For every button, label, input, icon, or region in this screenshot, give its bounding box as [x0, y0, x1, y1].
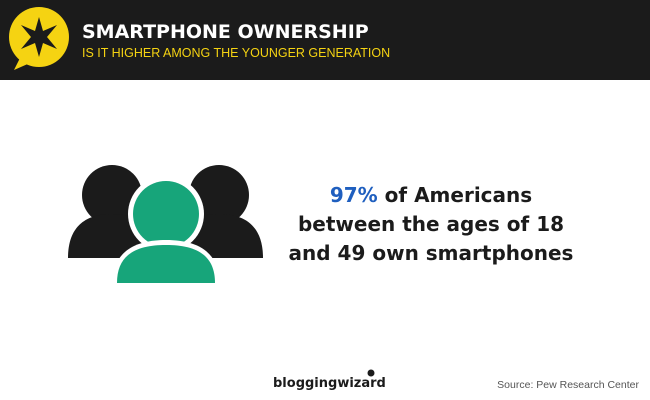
brand: bloggingwizard: [273, 376, 386, 391]
stat-line: 97% of Americans: [330, 183, 532, 207]
header-band: [0, 0, 650, 80]
people-icon: [68, 165, 263, 286]
brand-mark: [367, 369, 375, 377]
stat-text: and 49 own smartphones: [289, 241, 574, 265]
source: Source: Pew Research Center: [497, 379, 639, 391]
header-icon: [9, 7, 69, 70]
title: SMARTPHONE OWNERSHIP: [82, 21, 369, 43]
subtitle: IS IT HIGHER AMONG THE YOUNGER GENERATIO…: [82, 46, 390, 60]
stat-text: between the ages of 18: [298, 212, 564, 236]
stat-text: of Americans: [385, 183, 533, 207]
stat-highlight: 97%: [330, 183, 378, 207]
